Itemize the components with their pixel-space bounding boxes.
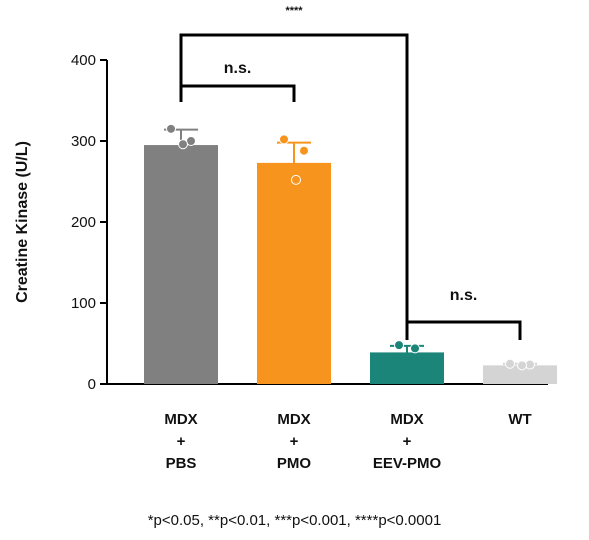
category-label: EEV-PMO — [373, 455, 442, 472]
significance-bracket — [179, 33, 409, 340]
bar-chart: 0 100 200 300 400 Creatine Kinase (U/L) **** n… — [14, 5, 557, 472]
significance-bracket — [179, 84, 296, 102]
category-label: + — [290, 433, 299, 450]
data-point — [394, 340, 404, 351]
data-point — [517, 360, 527, 371]
category-labels: MDX + PBS MDX + PMO MDX + EEV-PMO WT — [164, 411, 531, 472]
significance-label: n.s. — [450, 287, 478, 304]
category-label: + — [177, 433, 186, 450]
category-label: + — [403, 433, 412, 450]
data-point — [505, 358, 515, 369]
category-label: MDX — [164, 411, 197, 428]
bars — [144, 123, 557, 384]
data-point — [166, 123, 176, 134]
y-axis-label: Creatine Kinase (U/L) — [14, 141, 31, 303]
significance-brackets: **** n.s. n.s. — [179, 5, 522, 340]
y-tick-label: 400 — [71, 52, 96, 69]
data-point — [178, 139, 188, 150]
significance-footnote: *p<0.05, **p<0.01, ***p<0.001, ****p<0.0… — [147, 512, 442, 529]
bar — [144, 145, 218, 384]
category-label: MDX — [277, 411, 310, 428]
y-tick-label: 0 — [88, 376, 96, 393]
bar — [483, 365, 557, 384]
category-label: PMO — [277, 455, 312, 472]
significance-bracket — [405, 320, 522, 340]
significance-label: n.s. — [224, 60, 252, 77]
y-tick-label: 300 — [71, 133, 96, 150]
data-point — [279, 134, 289, 145]
data-point — [299, 145, 309, 156]
category-label: MDX — [390, 411, 423, 428]
category-label: WT — [508, 411, 531, 428]
y-tick-label: 200 — [71, 214, 96, 231]
category-label: PBS — [166, 455, 197, 472]
data-point — [410, 343, 420, 354]
bar — [257, 162, 331, 384]
data-point — [291, 174, 301, 185]
significance-label: **** — [285, 5, 303, 17]
y-tick-label: 100 — [71, 295, 96, 312]
